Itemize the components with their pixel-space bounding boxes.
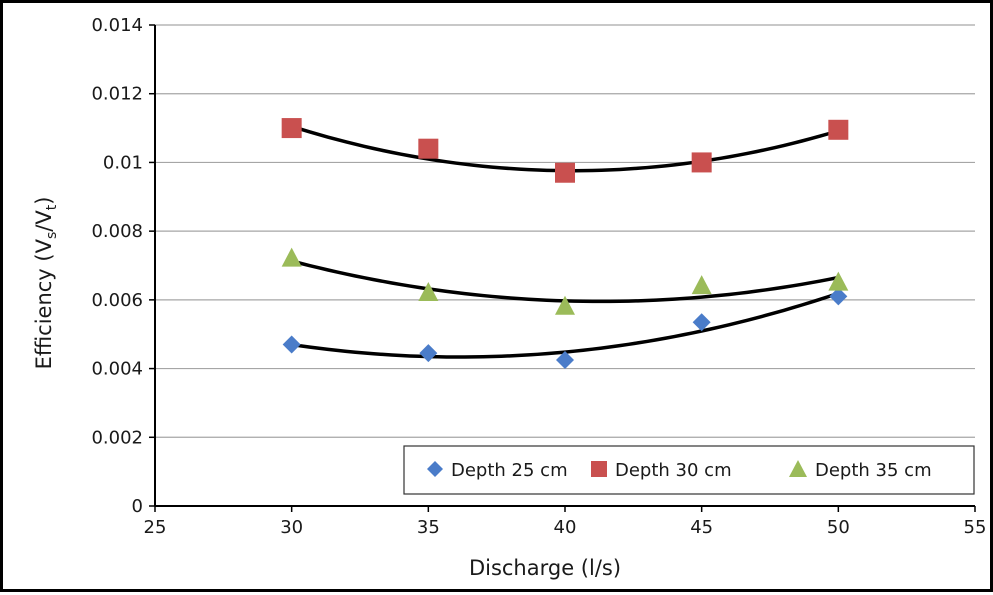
legend-label-depth-35: Depth 35 cm xyxy=(815,460,932,481)
data-point-diamond xyxy=(419,344,438,363)
x-tick-labels: 25 30 35 40 45 50 55 xyxy=(144,517,987,538)
legend-label-depth-30: Depth 30 cm xyxy=(615,460,732,481)
data-point-diamond xyxy=(556,350,574,369)
y-tick-label: 0.002 xyxy=(91,427,143,448)
y-tick-label: 0 xyxy=(132,496,143,517)
y-tick-label: 0.01 xyxy=(103,152,143,173)
data-point-diamond xyxy=(282,335,301,354)
y-tick-label: 0.008 xyxy=(91,221,143,242)
legend-entry-depth-25: Depth 25 cm xyxy=(427,460,568,481)
y-axis-title-end: ) xyxy=(32,197,56,205)
legend-box xyxy=(403,445,975,495)
data-point-triangle xyxy=(418,281,439,301)
y-axis-title-sub2: t xyxy=(44,204,60,210)
x-tick-label: 55 xyxy=(964,517,987,538)
x-tick-label: 30 xyxy=(280,517,303,538)
legend-entry-depth-35: Depth 35 cm xyxy=(789,460,932,481)
data-point-triangle xyxy=(828,271,849,291)
y-axis-title-sub1: s xyxy=(44,232,60,239)
trendlines xyxy=(291,124,839,359)
data-point-square xyxy=(828,119,849,140)
efficiency-chart: 0 0.002 0.004 0.006 0.008 0.01 0.012 0.014 25 30… xyxy=(32,15,987,580)
legend-diamond-icon xyxy=(427,461,443,477)
x-tick-label: 35 xyxy=(417,517,440,538)
y-axis-title: Efficiency (Vs/Vt) xyxy=(32,197,60,370)
data-point-diamond xyxy=(692,313,711,332)
y-axis-title-main: Efficiency (V xyxy=(32,238,56,369)
data-point-diamond xyxy=(829,287,848,306)
data-markers xyxy=(281,118,849,369)
x-tick-label: 40 xyxy=(554,517,577,538)
y-tick-label: 0.014 xyxy=(91,15,143,36)
data-point-triangle xyxy=(691,275,712,295)
data-point-square xyxy=(555,162,575,183)
axes xyxy=(149,24,976,512)
x-tick-label: 45 xyxy=(690,517,713,538)
y-tick-labels: 0 0.002 0.004 0.006 0.008 0.01 0.012 0.014 xyxy=(91,15,143,517)
legend-label-depth-25: Depth 25 cm xyxy=(451,460,568,481)
legend-entry-depth-30: Depth 30 cm xyxy=(591,460,732,481)
x-tick-label: 25 xyxy=(144,517,167,538)
x-tick-label: 50 xyxy=(827,517,850,538)
data-point-triangle xyxy=(555,295,575,315)
data-point-square xyxy=(691,152,712,173)
data-point-triangle xyxy=(281,247,302,267)
legend-triangle-icon xyxy=(789,460,807,477)
data-point-square xyxy=(281,118,302,139)
legend: Depth 25 cm Depth 30 cm Depth 35 cm xyxy=(403,445,975,495)
legend-square-icon xyxy=(591,461,607,477)
y-tick-label: 0.006 xyxy=(91,290,143,311)
y-tick-label: 0.004 xyxy=(91,359,143,380)
y-axis-title-mid: /V xyxy=(32,210,56,232)
x-axis-title: Discharge (l/s) xyxy=(469,556,621,580)
data-point-square xyxy=(418,138,439,159)
trendline-series-2 xyxy=(291,259,839,304)
y-tick-label: 0.012 xyxy=(91,84,143,105)
grid-lines xyxy=(155,24,975,438)
